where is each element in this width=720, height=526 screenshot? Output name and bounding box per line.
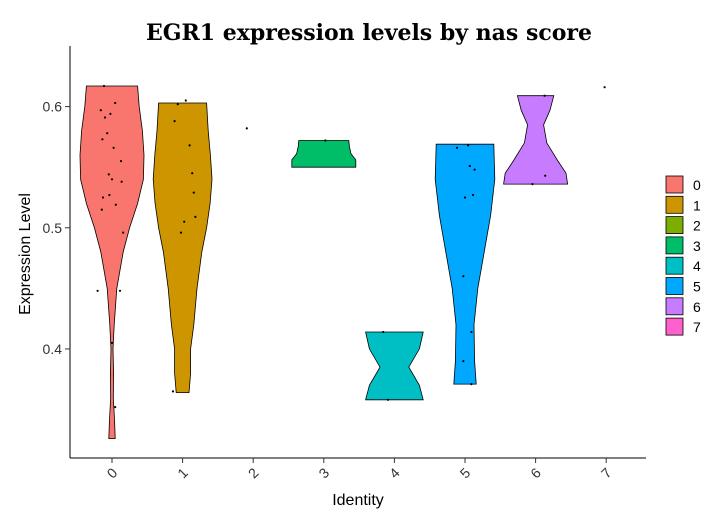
- x-tick-label-1: 1: [174, 464, 191, 481]
- data-point-0-13: [108, 193, 111, 197]
- data-point-1-4: [191, 172, 194, 175]
- legend-swatch-4: [665, 256, 684, 275]
- violin-6: [503, 95, 569, 185]
- data-point-4-0: [382, 330, 385, 334]
- legend-label-1: 1: [693, 197, 701, 213]
- data-point-0-20: [114, 406, 117, 409]
- data-point-1-7: [194, 215, 197, 218]
- data-point-1-0: [176, 103, 179, 106]
- data-point-0-2: [103, 116, 107, 119]
- data-point-4-1: [386, 398, 390, 401]
- legend-label-0: 0: [693, 177, 701, 193]
- data-point-1-1: [184, 99, 187, 102]
- data-point-5-0: [455, 146, 459, 149]
- x-axis-label: Identity: [332, 492, 384, 509]
- legend-label-2: 2: [693, 218, 701, 234]
- data-point-0-10: [107, 173, 110, 176]
- data-point-2-0: [245, 127, 248, 130]
- data-point-7-0: [603, 86, 606, 89]
- data-point-6-2: [531, 183, 534, 186]
- violin-0: [79, 85, 145, 439]
- data-point-6-1: [544, 174, 547, 177]
- legend-swatch-6: [665, 297, 684, 316]
- violin-1: [152, 102, 213, 393]
- data-point-5-9: [470, 383, 473, 386]
- data-point-5-6: [462, 275, 465, 278]
- data-point-1-5: [192, 191, 195, 194]
- data-point-0-11: [110, 178, 114, 181]
- data-point-0-18: [118, 289, 122, 292]
- x-tick-label-2: 2: [245, 464, 262, 481]
- data-point-0-7: [106, 132, 109, 135]
- x-tick-label-4: 4: [386, 464, 403, 481]
- data-point-0-16: [122, 231, 125, 234]
- data-point-0-0: [102, 84, 106, 88]
- y-tick-label-0: 0.4: [43, 341, 63, 357]
- x-tick-label-5: 5: [457, 464, 474, 481]
- data-point-0-3: [109, 112, 112, 115]
- data-point-1-8: [179, 231, 183, 234]
- data-point-3-0: [324, 139, 327, 142]
- data-point-0-5: [112, 146, 115, 149]
- data-point-0-6: [101, 138, 104, 141]
- legend-swatch-3: [665, 236, 684, 255]
- violin-4: [365, 331, 424, 401]
- data-point-0-9: [120, 180, 123, 183]
- y-tick-label-1: 0.5: [43, 220, 63, 236]
- chart-title: EGR1 expression levels by nas score: [146, 20, 592, 46]
- x-tick-label-0: 0: [104, 464, 121, 481]
- violin-3: [291, 140, 357, 168]
- data-point-0-8: [119, 160, 123, 163]
- data-point-5-8: [462, 360, 465, 363]
- y-axis-label: Expression Level: [17, 193, 34, 315]
- data-point-1-6: [183, 220, 186, 223]
- data-point-5-2: [468, 164, 471, 168]
- data-point-0-17: [96, 289, 99, 292]
- legend-label-5: 5: [693, 279, 701, 295]
- data-point-1-2: [173, 120, 176, 123]
- legend-swatch-2: [665, 216, 684, 235]
- legend-label-7: 7: [693, 319, 701, 335]
- data-point-5-3: [473, 168, 476, 171]
- legend-swatch-5: [665, 277, 684, 295]
- data-point-6-0: [543, 94, 546, 97]
- legend: 0 1 2 3 4 5 6 7: [665, 175, 701, 336]
- data-point-0-12: [101, 196, 105, 199]
- data-point-0-19: [110, 341, 114, 344]
- data-point-5-1: [467, 144, 470, 147]
- data-point-0-4: [114, 101, 117, 105]
- data-point-5-4: [463, 196, 467, 199]
- x-tick-label-6: 6: [527, 464, 544, 481]
- y-tick-label-2: 0.6: [43, 99, 63, 115]
- legend-swatch-0: [665, 175, 684, 194]
- legend-label-3: 3: [693, 238, 701, 254]
- data-point-5-7: [470, 330, 473, 334]
- data-point-5-5: [471, 193, 475, 197]
- data-point-0-1: [99, 109, 102, 112]
- x-tick-label-3: 3: [315, 464, 332, 481]
- legend-swatch-1: [665, 195, 684, 214]
- legend-swatch-7: [665, 317, 684, 336]
- data-point-0-14: [114, 203, 117, 206]
- data-point-1-9: [171, 390, 175, 393]
- plot-area: [79, 84, 606, 439]
- data-point-0-15: [100, 208, 103, 211]
- legend-label-4: 4: [693, 258, 701, 274]
- violin-5: [434, 143, 496, 385]
- x-tick-label-7: 7: [598, 464, 615, 481]
- data-point-1-3: [188, 144, 191, 147]
- legend-label-6: 6: [693, 299, 701, 315]
